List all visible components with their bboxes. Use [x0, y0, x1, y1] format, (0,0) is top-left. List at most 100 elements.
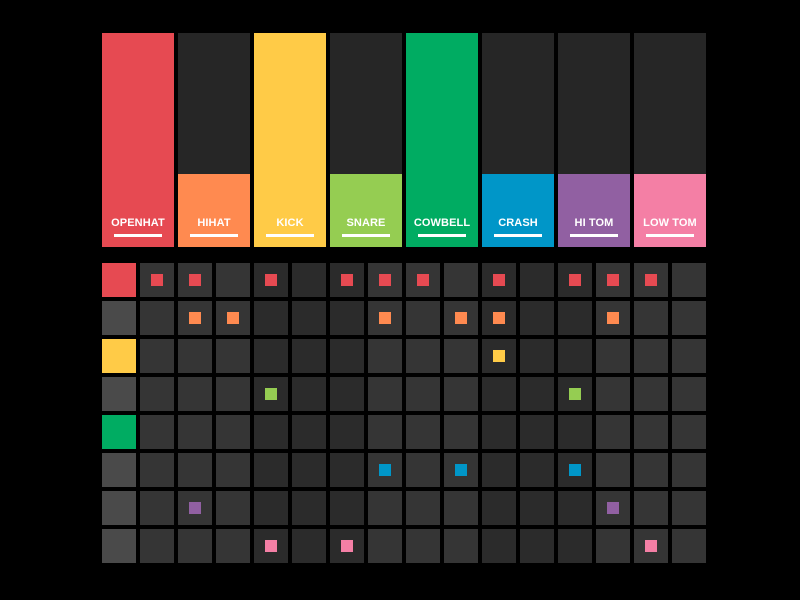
step-cell[interactable] [558, 377, 592, 411]
step-cell[interactable] [368, 377, 402, 411]
step-cell[interactable] [406, 377, 440, 411]
step-cell[interactable] [634, 377, 668, 411]
step-cell[interactable] [140, 339, 174, 373]
step-cell[interactable] [216, 491, 250, 525]
step-cell[interactable] [672, 453, 706, 487]
step-cell[interactable] [672, 529, 706, 563]
step-cell[interactable] [216, 263, 250, 297]
step-cell[interactable] [406, 263, 440, 297]
step-cell[interactable] [406, 339, 440, 373]
step-cell[interactable] [634, 491, 668, 525]
step-cell[interactable] [178, 377, 212, 411]
step-cell[interactable] [368, 453, 402, 487]
step-cell[interactable] [558, 453, 592, 487]
step-cell[interactable] [254, 491, 288, 525]
step-cell[interactable] [672, 377, 706, 411]
step-cell[interactable] [520, 453, 554, 487]
step-cell[interactable] [482, 301, 516, 335]
step-cell[interactable] [672, 491, 706, 525]
step-cell[interactable] [330, 301, 364, 335]
pad-hihat[interactable]: HIHAT [178, 33, 250, 247]
step-cell[interactable] [292, 491, 326, 525]
step-cell[interactable] [406, 415, 440, 449]
step-cell[interactable] [596, 491, 630, 525]
pad-hi-tom[interactable]: HI TOM [558, 33, 630, 247]
step-cell[interactable] [520, 415, 554, 449]
step-cell[interactable] [596, 339, 630, 373]
pad-cowbell[interactable]: COWBELL [406, 33, 478, 247]
step-cell[interactable] [254, 529, 288, 563]
step-cell[interactable] [292, 529, 326, 563]
step-cell[interactable] [216, 339, 250, 373]
step-cell[interactable] [482, 453, 516, 487]
row-selector-hihat[interactable] [102, 301, 136, 335]
step-cell[interactable] [634, 453, 668, 487]
step-cell[interactable] [520, 491, 554, 525]
step-cell[interactable] [482, 263, 516, 297]
step-cell[interactable] [444, 529, 478, 563]
step-cell[interactable] [596, 415, 630, 449]
step-cell[interactable] [216, 529, 250, 563]
step-cell[interactable] [634, 301, 668, 335]
step-cell[interactable] [672, 339, 706, 373]
row-selector-cowbell[interactable] [102, 415, 136, 449]
step-cell[interactable] [444, 491, 478, 525]
step-cell[interactable] [406, 529, 440, 563]
step-cell[interactable] [520, 529, 554, 563]
step-cell[interactable] [178, 263, 212, 297]
step-cell[interactable] [140, 263, 174, 297]
step-cell[interactable] [482, 491, 516, 525]
step-cell[interactable] [634, 263, 668, 297]
step-cell[interactable] [254, 339, 288, 373]
step-cell[interactable] [672, 415, 706, 449]
step-cell[interactable] [406, 453, 440, 487]
step-cell[interactable] [558, 301, 592, 335]
step-cell[interactable] [558, 491, 592, 525]
step-cell[interactable] [330, 263, 364, 297]
row-selector-crash[interactable] [102, 453, 136, 487]
step-cell[interactable] [292, 339, 326, 373]
row-selector-kick[interactable] [102, 339, 136, 373]
step-cell[interactable] [178, 301, 212, 335]
step-cell[interactable] [444, 377, 478, 411]
step-cell[interactable] [140, 301, 174, 335]
step-cell[interactable] [672, 263, 706, 297]
step-cell[interactable] [330, 339, 364, 373]
step-cell[interactable] [330, 491, 364, 525]
row-selector-low-tom[interactable] [102, 529, 136, 563]
step-cell[interactable] [368, 339, 402, 373]
step-cell[interactable] [254, 301, 288, 335]
step-cell[interactable] [482, 529, 516, 563]
step-cell[interactable] [254, 415, 288, 449]
step-cell[interactable] [520, 377, 554, 411]
step-cell[interactable] [482, 377, 516, 411]
step-cell[interactable] [558, 263, 592, 297]
step-cell[interactable] [368, 529, 402, 563]
step-cell[interactable] [178, 339, 212, 373]
step-cell[interactable] [178, 415, 212, 449]
step-cell[interactable] [558, 415, 592, 449]
step-cell[interactable] [330, 453, 364, 487]
step-cell[interactable] [406, 301, 440, 335]
step-cell[interactable] [596, 529, 630, 563]
step-cell[interactable] [216, 301, 250, 335]
step-cell[interactable] [634, 415, 668, 449]
step-cell[interactable] [140, 377, 174, 411]
step-cell[interactable] [368, 301, 402, 335]
step-cell[interactable] [368, 491, 402, 525]
step-cell[interactable] [292, 377, 326, 411]
pad-snare[interactable]: SNARE [330, 33, 402, 247]
step-cell[interactable] [140, 529, 174, 563]
step-cell[interactable] [292, 263, 326, 297]
step-cell[interactable] [444, 453, 478, 487]
step-cell[interactable] [216, 377, 250, 411]
step-cell[interactable] [558, 339, 592, 373]
step-cell[interactable] [634, 529, 668, 563]
step-cell[interactable] [558, 529, 592, 563]
step-cell[interactable] [596, 263, 630, 297]
pad-openhat[interactable]: OPENHAT [102, 33, 174, 247]
pad-kick[interactable]: KICK [254, 33, 326, 247]
step-cell[interactable] [368, 263, 402, 297]
row-selector-snare[interactable] [102, 377, 136, 411]
step-cell[interactable] [596, 301, 630, 335]
